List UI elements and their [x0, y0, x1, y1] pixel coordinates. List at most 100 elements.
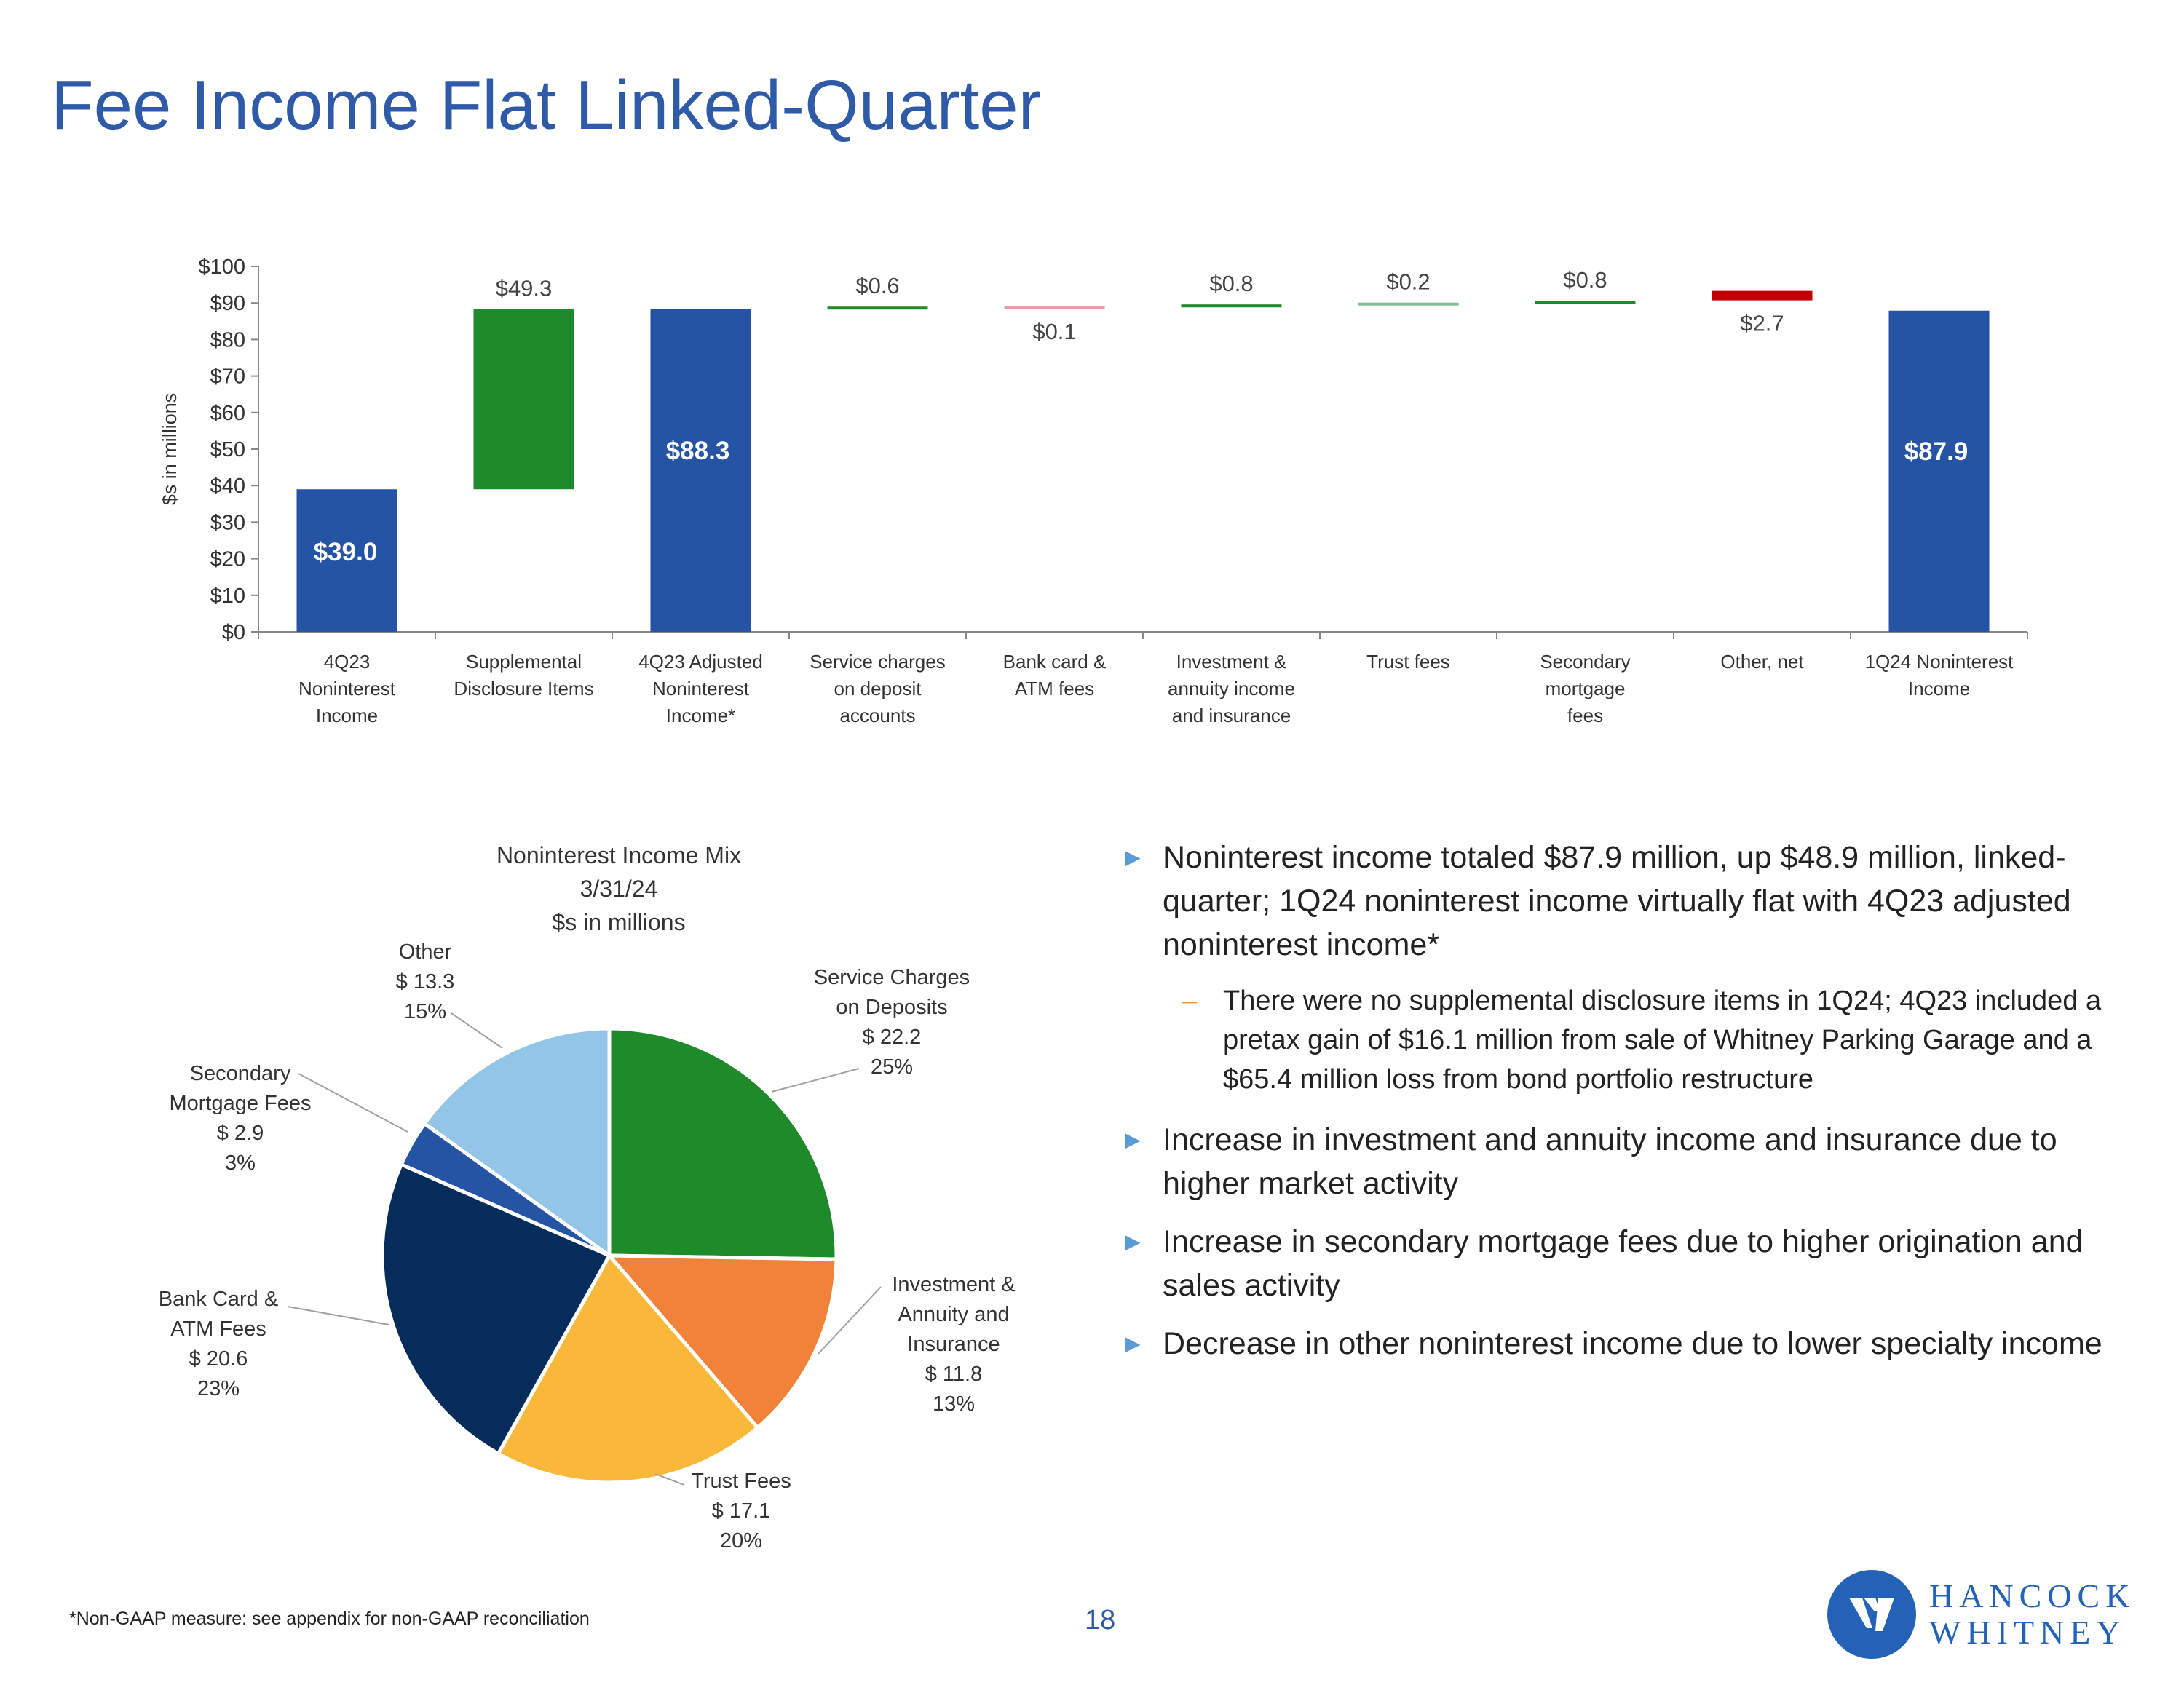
pie-label-line: Mortgage Fees	[169, 1092, 312, 1115]
x-category-label: Service charges	[810, 651, 945, 673]
pie-label-line: 15%	[403, 1000, 447, 1023]
waterfall-bar	[1004, 305, 1105, 309]
pie-label-line: $ 20.6	[189, 1347, 248, 1371]
x-category-label: Income	[1908, 678, 1970, 699]
x-category-label: Income	[316, 705, 378, 726]
x-category-label: fees	[1567, 705, 1603, 726]
pie-title-line: $s in millions	[552, 909, 686, 935]
pie-label-line: Service Charges	[813, 966, 970, 989]
pie-slice-label: Trust Fees $ 17.1 20%	[676, 1467, 807, 1556]
x-category-label: mortgage	[1546, 678, 1626, 699]
pie-slice-label: Investment & Annuity and Insurance $ 11.8 13…	[877, 1270, 1030, 1419]
logo-line2: WHITNEY	[1929, 1614, 2126, 1651]
sub-bullet-dash-icon: –	[1182, 986, 1198, 1016]
pie-slice	[495, 1252, 761, 1485]
pie-label-line: $ 2.9	[216, 1122, 264, 1145]
waterfall-bar	[1535, 301, 1636, 304]
pie-slice-label: Bank Card & ATM Fees $ 20.6 23%	[146, 1285, 291, 1404]
pie-slice	[422, 1026, 612, 1259]
bullet-text: Noninterest income totaled $87.9 million…	[1163, 840, 2071, 962]
x-category-label: accounts	[839, 705, 915, 726]
pie-label-line: ATM Fees	[170, 1317, 266, 1341]
pie-label-line: 3%	[225, 1151, 256, 1175]
pie-label-line: Annuity and	[898, 1303, 1010, 1326]
y-tick-label: $30	[210, 511, 245, 534]
sub-bullet-text: There were no supplemental disclosure it…	[1223, 986, 2102, 1095]
pie-label-line: Trust Fees	[691, 1470, 791, 1493]
waterfall-bar	[1358, 302, 1459, 306]
bar-value-label: $87.9	[1904, 437, 1969, 466]
x-category-label: Noninterest	[652, 678, 750, 699]
x-category-label: Income*	[666, 705, 735, 726]
page-number: 18	[1085, 1605, 1116, 1636]
x-category-label: Bank card &	[1003, 651, 1107, 673]
y-tick-label: $40	[210, 475, 245, 498]
x-category-label: and insurance	[1172, 705, 1291, 726]
y-tick-label: $60	[210, 402, 245, 425]
waterfall-bar	[1712, 290, 1813, 301]
pie-label-line: 23%	[197, 1377, 240, 1400]
x-category-label: ATM fees	[1015, 678, 1094, 699]
bullet-arrow-icon: ▶	[1125, 846, 1141, 868]
waterfall-bar	[1888, 310, 1990, 632]
pie-chart-title: Noninterest Income Mix 3/31/24 $s in mil…	[437, 838, 801, 939]
bar-value-label: $0.8	[1209, 271, 1253, 296]
bullet-item: ▶ Increase in secondary mortgage fees du…	[1125, 1220, 2144, 1307]
bullet-arrow-icon: ▶	[1125, 1128, 1141, 1151]
pie-leader-line	[287, 1306, 389, 1325]
waterfall-bar	[296, 489, 397, 632]
pie-slice	[607, 1026, 839, 1261]
y-tick-label: $100	[198, 255, 245, 279]
x-category-label: Disclosure Items	[454, 678, 593, 699]
bar-value-label: $0.8	[1563, 267, 1607, 293]
bullet-arrow-icon: ▶	[1125, 1332, 1141, 1355]
bar-value-label: $2.7	[1740, 311, 1784, 336]
pie-slice	[605, 1253, 839, 1430]
logo-line1: HANCOCK	[1929, 1577, 2136, 1614]
waterfall-bar	[473, 309, 574, 490]
bar-value-label: $0.6	[855, 273, 899, 298]
bullet-item: ▶ Noninterest income totaled $87.9 milli…	[1125, 836, 2144, 967]
pie-leader-line	[818, 1286, 882, 1355]
hancock-whitney-logo-icon	[1827, 1570, 1916, 1659]
pie-label-line: Secondary	[189, 1062, 291, 1085]
y-tick-label: $80	[210, 328, 245, 352]
x-category-label: Secondary	[1540, 651, 1630, 673]
y-axis-label: $s in millions	[159, 393, 181, 506]
pie-label-line: Insurance	[907, 1333, 1000, 1356]
bar-value-label: $39.0	[314, 538, 378, 566]
bullet-item: ▶ Decrease in other noninterest income d…	[1125, 1322, 2144, 1365]
y-tick-label: $0	[222, 621, 245, 644]
pie-slice	[380, 1162, 612, 1456]
pie-label-line: Bank Card &	[158, 1288, 279, 1311]
sub-bullet-item: – There were no supplemental disclosure …	[1125, 981, 2144, 1099]
bullet-item: ▶ Increase in investment and annuity inc…	[1125, 1118, 2144, 1205]
waterfall-chart: $0 $10 $20 $30 $40 $50 $60 $70 $80 $90 $100 $s in m…	[159, 255, 2028, 726]
x-category-label: on deposit	[834, 678, 922, 699]
y-tick-label: $50	[210, 438, 245, 461]
pie-label-line: on Deposits	[836, 996, 948, 1019]
pie-slice	[398, 1121, 611, 1258]
pie-label-line: Investment &	[892, 1273, 1016, 1296]
x-category-label: 4Q23 Adjusted	[638, 651, 763, 673]
pie-slice-label: Other $ 13.3 15%	[374, 937, 476, 1027]
y-tick-label: $10	[210, 584, 245, 608]
pie-label-line: $ 22.2	[862, 1026, 922, 1049]
waterfall-bar	[827, 306, 928, 310]
bar-value-label: $0.1	[1032, 319, 1076, 344]
x-category-label: annuity income	[1168, 678, 1295, 699]
pie-label-line: 25%	[870, 1055, 914, 1079]
pie-label-line: $ 13.3	[395, 970, 455, 994]
pie-label-line: 13%	[932, 1392, 976, 1416]
pie-slice-label: Secondary Mortgage Fees $ 2.9 3%	[153, 1059, 328, 1178]
bullet-list: ▶ Noninterest income totaled $87.9 milli…	[1125, 836, 2144, 1380]
bullet-text: Increase in secondary mortgage fees due …	[1163, 1224, 2084, 1303]
bar-value-label: $88.3	[666, 437, 730, 465]
logo-wordmark: HANCOCK WHITNEY	[1929, 1578, 2135, 1651]
pie-title-line: Noninterest Income Mix	[496, 842, 742, 868]
bullet-text: Increase in investment and annuity incom…	[1163, 1122, 2057, 1201]
bullet-text: Decrease in other noninterest income due…	[1163, 1326, 2102, 1361]
x-category-label: Supplemental	[466, 651, 582, 673]
waterfall-bar	[650, 309, 751, 632]
page-title: Fee Income Flat Linked-Quarter	[51, 66, 1042, 144]
